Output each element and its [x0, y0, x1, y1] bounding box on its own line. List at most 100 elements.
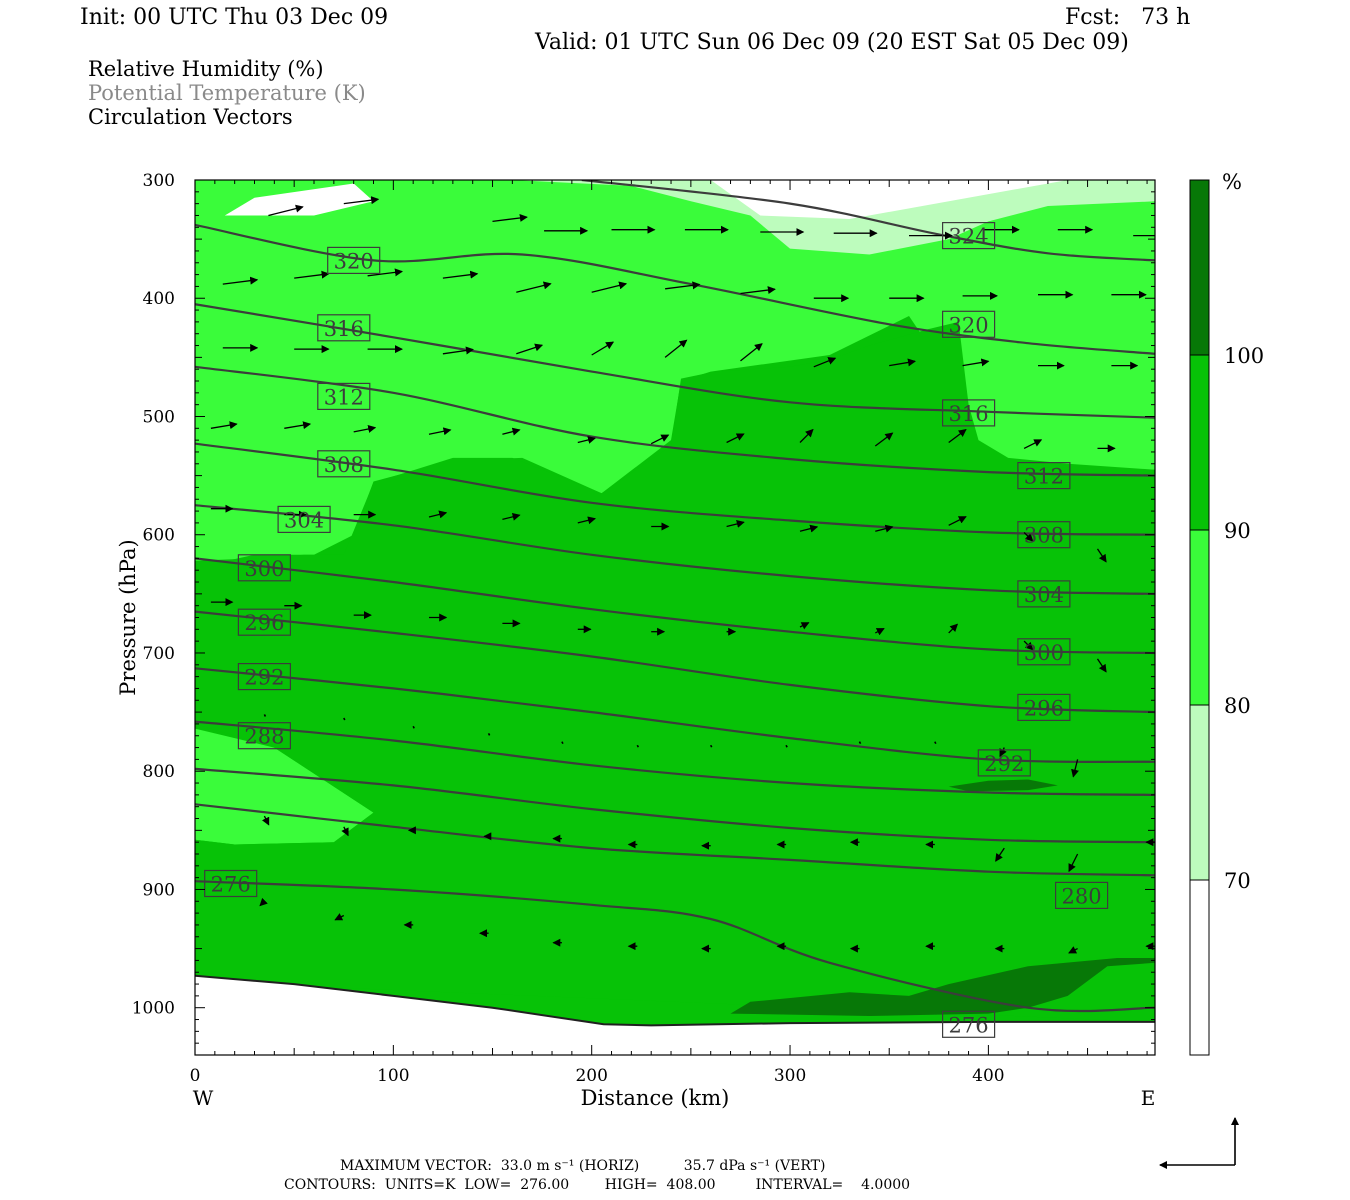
- circulation-vector: [334, 913, 345, 921]
- contour-label: 320: [941, 310, 996, 338]
- forecast-hour: Fcst: 73 h: [1065, 5, 1191, 30]
- circulation-vector: [591, 341, 615, 356]
- colorbar-swatch: [1190, 880, 1209, 1055]
- circulation-vector: [222, 276, 259, 285]
- circulation-vector: [709, 744, 713, 748]
- reference-vector-icon: [1159, 1117, 1239, 1169]
- contour-label-text: 300: [1024, 641, 1064, 665]
- circulation-vector: [962, 358, 990, 367]
- colorbar-unit: %: [1222, 170, 1242, 194]
- circulation-vector: [210, 421, 238, 430]
- contour-label-box: [1017, 462, 1071, 490]
- contour-label-text: 320: [334, 249, 374, 273]
- circulation-vector: [875, 524, 894, 533]
- circulation-vector: [284, 421, 312, 430]
- contour-label-box: [1017, 521, 1071, 549]
- circulation-vector: [813, 357, 837, 368]
- contour-label-text: 296: [244, 611, 284, 635]
- contour-label-box: [327, 246, 381, 274]
- contour-label-box: [237, 608, 291, 636]
- circulation-vector: [516, 281, 552, 293]
- footer-max-vector: MAXIMUM VECTOR: 33.0 m s⁻¹ (HORIZ) 35.7 …: [340, 1158, 826, 1174]
- colorbar-level: 70: [1224, 869, 1251, 893]
- circulation-vector: [799, 622, 810, 630]
- footer-contours: CONTOURS: UNITS=K LOW= 276.00 HIGH= 408.…: [284, 1177, 911, 1193]
- circulation-vector: [636, 744, 640, 748]
- circulation-vector: [259, 897, 268, 907]
- circulation-vector: [1096, 548, 1107, 563]
- rh-region--100-b: [948, 779, 1058, 792]
- circulation-vector: [948, 516, 967, 526]
- contour-label-box: [1017, 638, 1071, 666]
- theta-contour-312: [195, 365, 1155, 477]
- y-tick-label: 1000: [132, 999, 175, 1019]
- circulation-vector: [874, 432, 894, 447]
- contour-label: 316: [941, 399, 996, 427]
- contour-label: 300: [1017, 638, 1071, 666]
- contour-label: 308: [317, 450, 371, 478]
- y-axis-label: Pressure (hPa): [116, 539, 140, 695]
- contour-label-text: 280: [1062, 884, 1102, 908]
- circulation-vector: [261, 815, 270, 826]
- circulation-vector: [343, 196, 380, 205]
- contour-label-text: 316: [324, 317, 364, 341]
- legend-theta: Potential Temperature (K): [88, 81, 366, 105]
- theta-contour-308: [195, 442, 1155, 536]
- contour-label-box: [237, 662, 291, 691]
- x-tick-label: 300: [774, 1066, 806, 1086]
- theta-contour-288: [195, 720, 1155, 796]
- contour-label: 312: [1017, 462, 1071, 490]
- rh-region-90-100: [195, 321, 1155, 1022]
- theta-contour-292: [195, 667, 1155, 764]
- contour-label: 324: [941, 222, 996, 250]
- circulation-vector: [799, 428, 814, 443]
- contour-label: 296: [237, 608, 291, 636]
- valid-time: Valid: 01 UTC Sun 06 Dec 09 (20 EST Sat …: [535, 30, 1129, 55]
- circulation-vector: [740, 343, 763, 362]
- circulation-vector: [875, 628, 885, 636]
- contour-label: 320: [327, 246, 381, 274]
- contour-label: 292: [977, 749, 1031, 777]
- colorbar-swatch: [1190, 530, 1209, 705]
- y-tick-label: 600: [143, 526, 175, 546]
- circulation-vector: [492, 213, 528, 223]
- circulation-vector: [948, 623, 959, 634]
- contour-label-text: 320: [949, 313, 989, 337]
- circulation-vector: [726, 433, 745, 444]
- circulation-vector: [858, 741, 862, 745]
- contour-label-text: 304: [1024, 583, 1064, 607]
- theta-contour-324: [581, 180, 1155, 262]
- rh-region-80-90: [195, 180, 1155, 568]
- colorbar-level: 80: [1224, 694, 1251, 718]
- circulation-vector: [934, 741, 937, 745]
- contour-label-text: 276: [211, 873, 251, 897]
- contour-label: 316: [317, 314, 371, 342]
- contour-label-box: [977, 749, 1031, 777]
- y-tick-label: 500: [143, 407, 175, 427]
- contour-label-box: [941, 399, 996, 427]
- circulation-vector: [650, 434, 670, 445]
- circulation-vector: [948, 429, 967, 444]
- contour-label: 312: [317, 382, 371, 410]
- circulation-vector: [591, 281, 628, 293]
- contour-label-text: 276: [949, 1013, 989, 1037]
- contour-label-box: [237, 722, 291, 750]
- contour-label: 276: [204, 869, 258, 898]
- contour-label: 296: [1017, 693, 1071, 722]
- ground-line: [195, 974, 1155, 1027]
- circulation-vector: [367, 268, 403, 277]
- circulation-vector: [799, 524, 819, 533]
- circulation-vector: [343, 717, 346, 721]
- circulation-vector: [740, 286, 776, 295]
- x-tick-label: 0: [190, 1066, 201, 1086]
- contour-label: 288: [237, 722, 291, 750]
- contour-label: 304: [1017, 580, 1071, 608]
- contour-label-box: [317, 382, 371, 410]
- contour-label-text: 292: [244, 666, 284, 690]
- circulation-vector: [502, 512, 521, 521]
- circulation-vector: [428, 510, 448, 519]
- y-tick-label: 300: [143, 171, 175, 191]
- circulation-vector: [1068, 946, 1078, 954]
- contour-label-box: [237, 554, 291, 582]
- x-left-label: W: [193, 1086, 214, 1110]
